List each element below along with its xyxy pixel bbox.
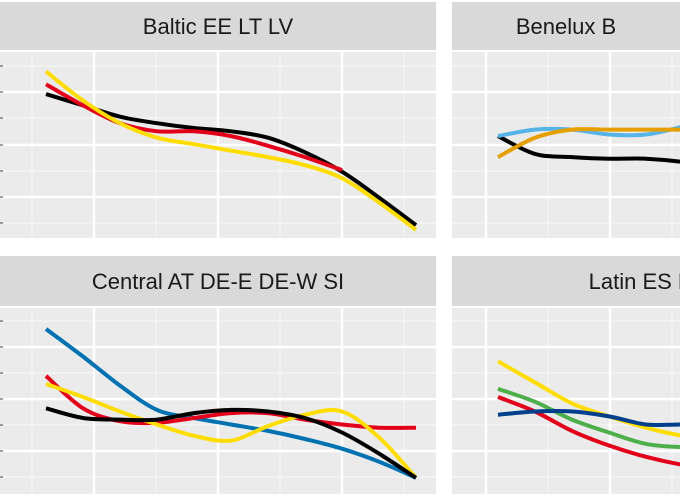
strip-latin bbox=[452, 256, 680, 306]
series-group-baltic bbox=[44, 69, 418, 232]
strip-title-central: Central AT DE-E DE-W SI bbox=[92, 269, 344, 294]
series-line-benelux-2 bbox=[497, 125, 680, 139]
gridlines-baltic bbox=[0, 52, 436, 238]
series-group-latin bbox=[497, 359, 680, 467]
strip-title-baltic: Baltic EE LT LV bbox=[143, 14, 294, 39]
series-line-latin-2 bbox=[497, 387, 680, 449]
series-line-baltic-2 bbox=[44, 82, 343, 172]
strip-title-benelux: Benelux B bbox=[516, 14, 616, 39]
strip-central bbox=[0, 256, 436, 306]
series-line-central-3 bbox=[45, 382, 418, 480]
gridlines-benelux bbox=[452, 52, 680, 238]
panel-benelux: Benelux B bbox=[452, 2, 680, 238]
series-line-baltic-1 bbox=[45, 92, 418, 227]
strip-baltic bbox=[0, 2, 436, 50]
strip-title-latin: Latin ES F bbox=[589, 269, 680, 294]
series-group-benelux bbox=[497, 125, 680, 164]
series-line-central-1 bbox=[44, 327, 417, 480]
series-line-latin-4 bbox=[497, 409, 680, 428]
series-line-baltic-3 bbox=[44, 69, 418, 232]
series-line-central-4 bbox=[45, 406, 418, 480]
panel-baltic: Baltic EE LT LV bbox=[0, 2, 436, 238]
strip-benelux bbox=[452, 2, 680, 50]
series-line-benelux-3 bbox=[497, 127, 680, 159]
panel-central: Central AT DE-E DE-W SI bbox=[0, 256, 436, 494]
series-group-central bbox=[44, 327, 418, 480]
panel-latin: Latin ES F bbox=[452, 256, 680, 494]
series-line-benelux-1 bbox=[497, 134, 680, 164]
